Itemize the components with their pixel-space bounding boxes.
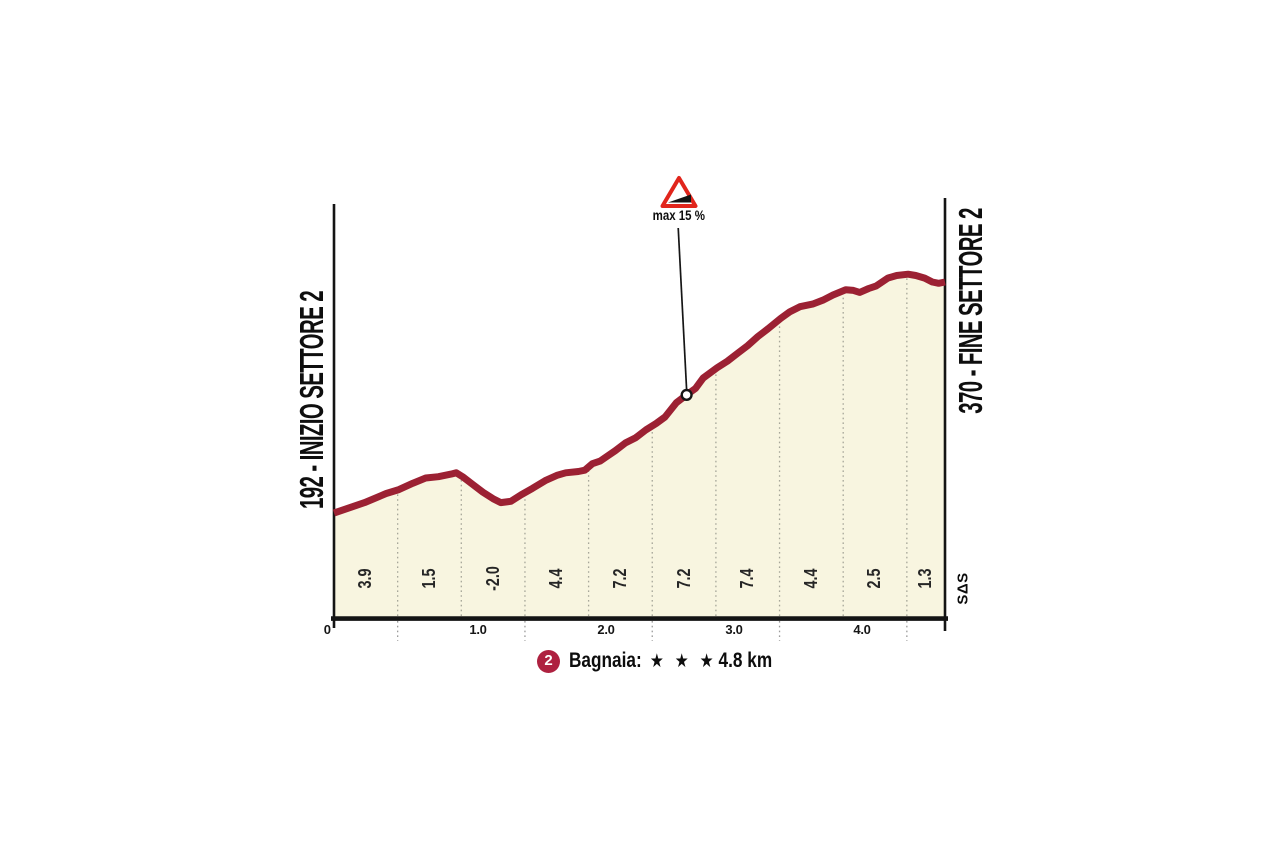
segment-gradient-label: 4.4 [546, 567, 567, 589]
x-axis-origin-label: 0 [323, 622, 331, 637]
segment-gradient-label: 7.2 [609, 567, 630, 589]
sds-logo: SΔS [954, 571, 972, 605]
segment-gradient-label: 3.9 [355, 567, 376, 589]
sector-caption: 2 Bagnaia: ★ ★ ★ 4.8 km [537, 649, 817, 673]
x-axis-tick-label: 3.0 [725, 622, 743, 637]
segment-gradient-label: 7.4 [737, 567, 758, 589]
segment-gradient-label: 7.2 [673, 567, 694, 589]
steep-climb-warning-icon [660, 176, 698, 208]
max-gradient-marker [680, 388, 693, 402]
segment-gradient-label: 4.4 [800, 567, 821, 589]
difficulty-stars: ★ ★ ★ [649, 650, 717, 672]
max-gradient-label: max 15 % [652, 208, 706, 223]
segment-gradient-label: 2.5 [864, 567, 885, 589]
max-gradient-leader-line [677, 227, 688, 390]
x-axis-tick-label: 1.0 [469, 622, 487, 637]
sector-name: Bagnaia: [569, 649, 642, 672]
segment-gradient-label: 1.5 [419, 567, 439, 589]
profile-fill-area [334, 274, 945, 617]
x-axis-tick-label: 4.0 [853, 622, 871, 637]
segment-gradient-label: -2.0 [482, 565, 503, 591]
profile-line [332, 270, 946, 517]
sector-length: 4.8 km [718, 649, 773, 672]
x-axis-tick-label: 2.0 [597, 622, 615, 637]
sector-number-badge: 2 [537, 649, 560, 673]
